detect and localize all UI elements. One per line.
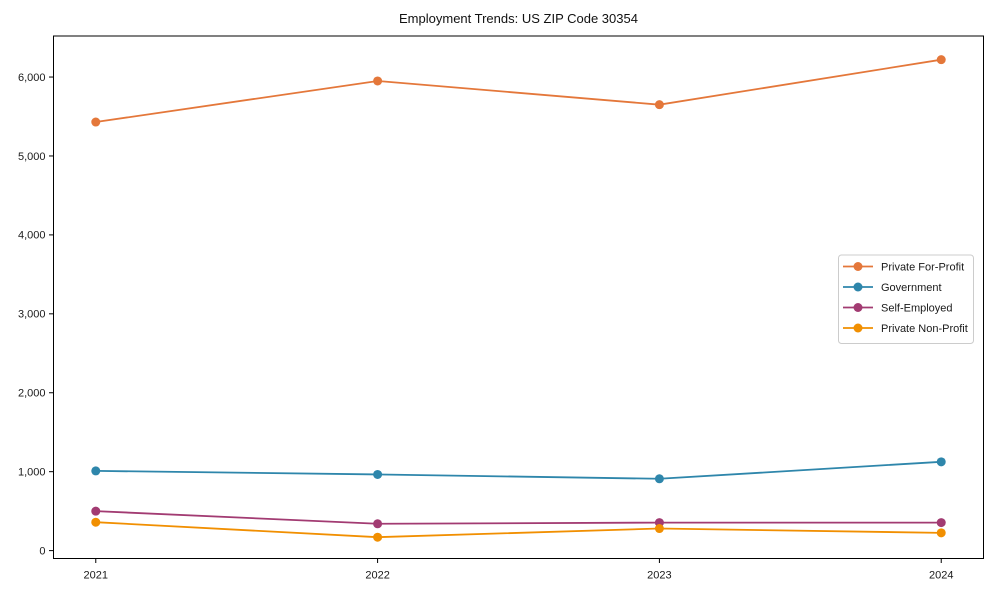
- legend-label: Self-Employed: [881, 302, 953, 314]
- x-tick-label: 2023: [647, 570, 671, 582]
- legend-box: [838, 254, 974, 344]
- series-line-private-for-profit: [95, 58, 942, 123]
- data-point: [936, 457, 946, 467]
- y-tick-label: 5,000: [18, 151, 46, 163]
- data-point: [373, 76, 383, 86]
- legend-marker: [853, 262, 863, 271]
- data-point: [91, 466, 101, 476]
- x-tick-label: 2022: [365, 570, 389, 582]
- legend-label: Government: [881, 282, 942, 294]
- legend-label: Private Non-Profit: [881, 323, 968, 335]
- data-point: [373, 519, 383, 529]
- legend-marker: [853, 323, 863, 333]
- y-tick-label: 3,000: [18, 309, 46, 321]
- y-tick-label: 6,000: [18, 72, 46, 84]
- x-tick-label: 2024: [929, 570, 953, 582]
- x-tick-label: 2021: [84, 570, 108, 582]
- data-point: [91, 117, 101, 127]
- data-point: [91, 517, 101, 527]
- series-line-government: [95, 460, 942, 480]
- y-tick-label: 1,000: [18, 466, 46, 478]
- legend-item: Self-Employed: [843, 302, 953, 314]
- data-point: [91, 506, 101, 516]
- legend-marker: [853, 303, 863, 312]
- data-point: [654, 524, 664, 534]
- data-point: [936, 55, 946, 65]
- chart-title: Employment Trends: US ZIP Code 30354: [399, 11, 638, 26]
- data-point: [373, 469, 383, 479]
- y-tick-label: 0: [39, 545, 45, 557]
- data-point: [936, 528, 946, 538]
- data-point: [654, 100, 664, 110]
- data-point: [373, 532, 383, 542]
- y-tick-label: 4,000: [18, 230, 46, 242]
- series-line-private-non-profit: [95, 521, 942, 539]
- plot-frame: [53, 35, 984, 559]
- legend-marker: [853, 282, 863, 292]
- data-point: [936, 518, 946, 528]
- y-tick-label: 2,000: [18, 388, 46, 400]
- data-point: [654, 474, 664, 484]
- legend-item: Private Non-Profit: [843, 323, 968, 335]
- legend-item: Private For-Profit: [843, 261, 964, 273]
- series-line-self-employed: [95, 510, 942, 525]
- legend-item: Government: [843, 282, 942, 294]
- legend-label: Private For-Profit: [881, 261, 964, 273]
